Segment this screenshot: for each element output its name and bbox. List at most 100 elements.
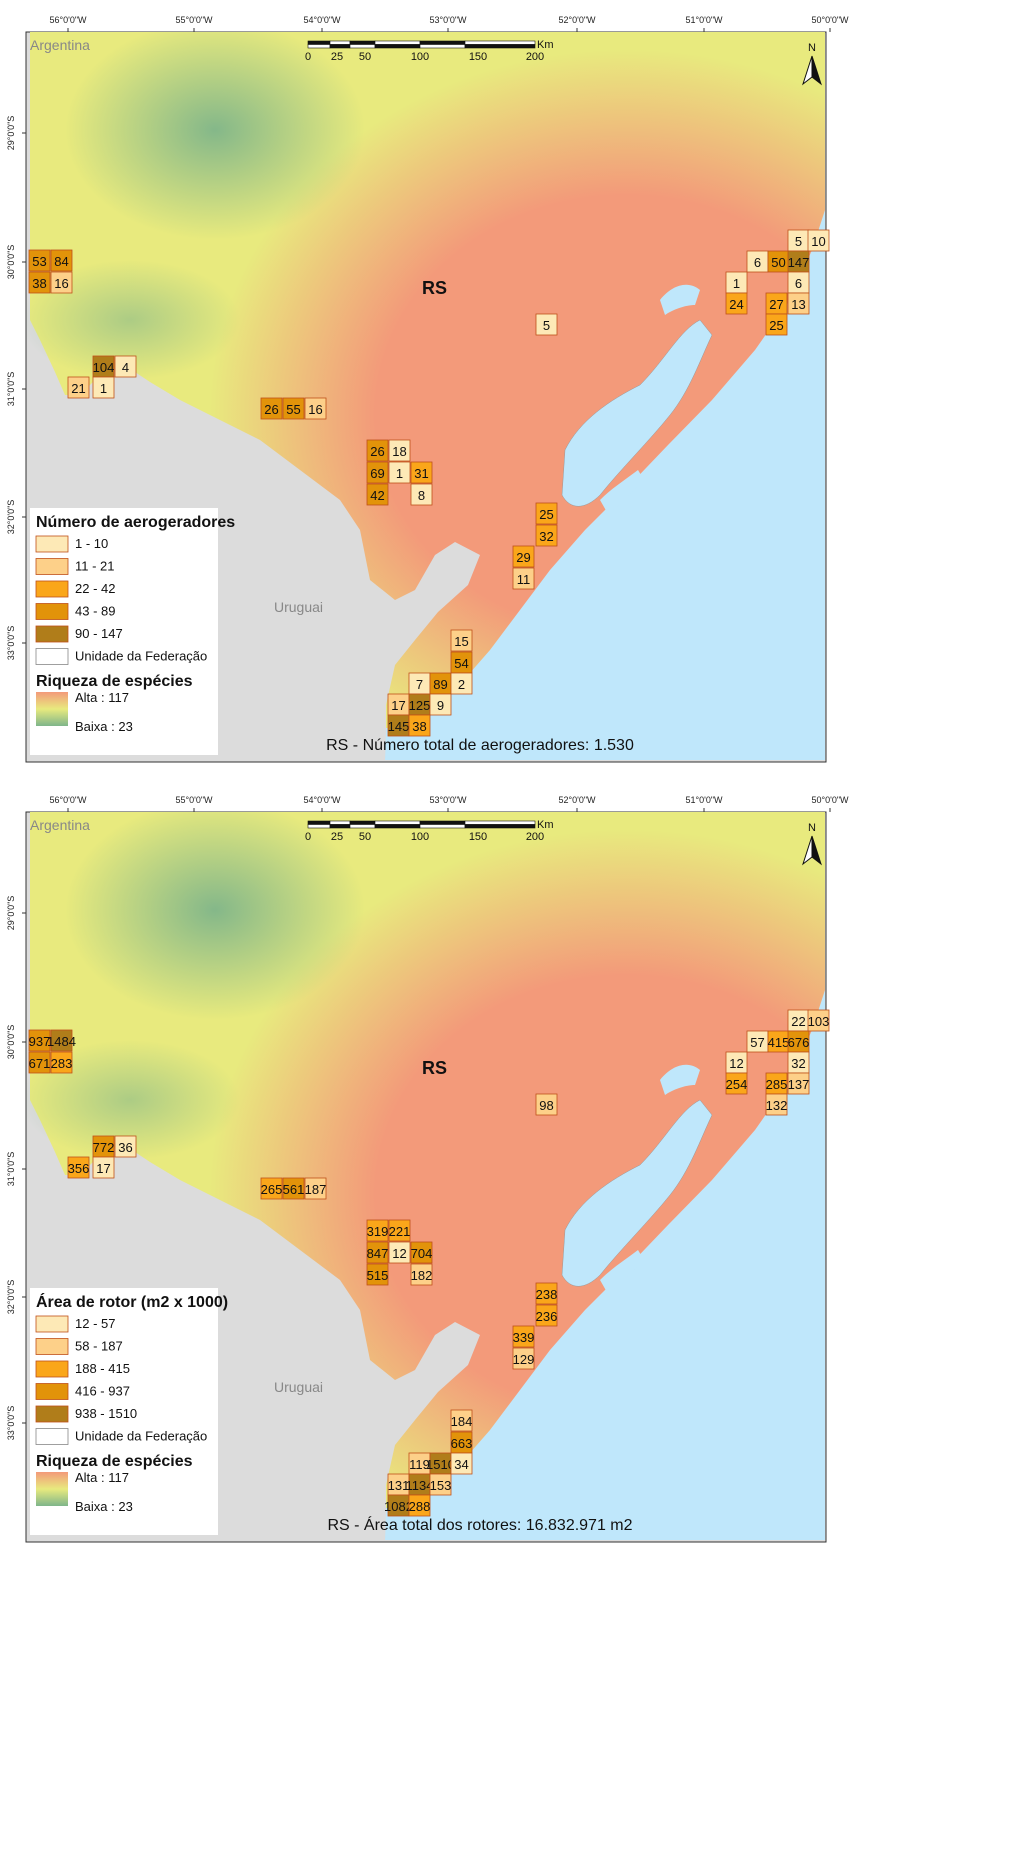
cell-value: 1484 (47, 1034, 76, 1049)
legend-swatch (35, 1405, 69, 1423)
cell-value: 1082 (384, 1499, 413, 1514)
grid-cell: 137 (787, 1072, 810, 1095)
grid-cell: 13 (787, 292, 810, 315)
grid-cell: 356 (67, 1156, 90, 1179)
cell-value: 32 (791, 1056, 805, 1071)
grid-cell: 54 (450, 651, 473, 674)
cell-value: 1510 (426, 1457, 455, 1472)
cell-value: 221 (389, 1224, 411, 1239)
scale-tick: 25 (331, 831, 343, 843)
grid-cell: 1082 (384, 1494, 413, 1517)
total-label: RS - Número total de aerogeradores: 1.53… (326, 737, 634, 754)
cell-value: 36 (118, 1140, 132, 1155)
cell-value: 254 (726, 1077, 748, 1092)
cell-value: 339 (513, 1330, 535, 1345)
grid-cell: 24 (725, 292, 748, 315)
cell-value: 29 (516, 550, 530, 565)
grid-cell: 12 (388, 1241, 411, 1264)
grid-cell: 17 (92, 1156, 115, 1179)
cell-value: 26 (370, 444, 384, 459)
cell-value: 16 (54, 276, 68, 291)
grid-cell: 704 (410, 1241, 433, 1264)
grid-cell: 561 (282, 1177, 305, 1200)
legend-swatch (35, 1338, 69, 1355)
atlantic-ocean (385, 990, 825, 1540)
lon-label: 56°0'0"W (49, 15, 87, 25)
lon-label: 54°0'0"W (303, 15, 341, 25)
grid-cell: 17 (387, 693, 410, 716)
grid-cell: 6 (746, 250, 769, 273)
cell-value: 515 (367, 1268, 389, 1283)
legend-swatch (35, 558, 69, 575)
legend-swatch (35, 535, 69, 553)
lon-label: 52°0'0"W (558, 15, 596, 25)
lagoa-dos-patos (561, 1099, 713, 1287)
lagoon (600, 1250, 644, 1294)
cell-value: 847 (367, 1246, 389, 1261)
grid-cell: 98 (535, 1093, 558, 1116)
legend-class-label: 90 - 147 (75, 626, 123, 641)
cell-value: 561 (283, 1182, 305, 1197)
lon-label: 51°0'0"W (685, 795, 723, 805)
grid-cell: 1 (92, 376, 115, 399)
grid-cell: 184 (450, 1409, 473, 1432)
grid-cell: 254 (725, 1072, 748, 1095)
grid-cell: 89 (429, 672, 452, 695)
grid-cell: 285 (765, 1072, 788, 1095)
cell-value: 4 (122, 360, 129, 375)
cell-value: 12 (729, 1056, 743, 1071)
grid-cell: 288 (408, 1494, 431, 1517)
cell-value: 26 (264, 402, 278, 417)
legend-class-label: 12 - 57 (75, 1316, 115, 1331)
grid-cell: 27 (765, 292, 788, 315)
legend-class-label: 22 - 42 (75, 581, 115, 596)
grid-cell: 145 (387, 714, 410, 737)
grid-cell: 1 (388, 461, 411, 484)
cell-value: 98 (539, 1098, 553, 1113)
grid-cell: 7 (408, 672, 431, 695)
lat-label: 32°0'0"S (6, 1280, 16, 1315)
grid-cell: 25 (535, 502, 558, 525)
lagoon-north (660, 284, 700, 315)
cell-value: 103 (808, 1014, 830, 1029)
grid-cell: 671 (28, 1051, 51, 1074)
grid-cell: 265 (260, 1177, 283, 1200)
cell-value: 5 (795, 234, 802, 249)
scale-tick: 200 (526, 831, 544, 843)
cell-value: 145 (388, 719, 410, 734)
scale-unit: Km (537, 819, 554, 831)
lon-label: 55°0'0"W (175, 795, 213, 805)
cell-value: 671 (29, 1056, 51, 1071)
grid-cell: 15 (450, 629, 473, 652)
lat-label: 31°0'0"S (6, 1152, 16, 1187)
scale-tick: 50 (359, 831, 371, 843)
legend-class-label: 1 - 10 (75, 536, 108, 551)
grid-cell: 515 (366, 1263, 389, 1286)
grid-cell: 29 (512, 545, 535, 568)
richness-title: Riqueza de espécies (36, 1453, 193, 1470)
lon-label: 51°0'0"W (685, 15, 723, 25)
grid-cell: 6 (787, 271, 810, 294)
grid-cell: 11 (512, 567, 535, 590)
legend-class-label: 43 - 89 (75, 604, 115, 619)
grid-cell: 238 (535, 1282, 558, 1305)
cell-value: 184 (451, 1414, 473, 1429)
scale-tick: 0 (305, 831, 311, 843)
cell-value: 119 (409, 1457, 430, 1472)
cell-value: 54 (454, 656, 468, 671)
grid-cell: 34 (450, 1452, 473, 1475)
grid-cell: 937 (28, 1029, 51, 1052)
grid-cell: 42 (366, 483, 389, 506)
cell-value: 18 (392, 444, 406, 459)
scale-unit: Km (537, 39, 554, 51)
lat-label: 29°0'0"S (6, 896, 16, 931)
cell-value: 663 (451, 1436, 473, 1451)
lon-label: 53°0'0"W (429, 15, 467, 25)
legend-class-label: 188 - 415 (75, 1361, 130, 1376)
cell-value: 7 (416, 677, 423, 692)
cell-value: 129 (513, 1352, 535, 1367)
cell-value: 25 (539, 507, 553, 522)
cell-value: 55 (286, 402, 300, 417)
legend-title: Número de aerogeradores (36, 514, 235, 531)
